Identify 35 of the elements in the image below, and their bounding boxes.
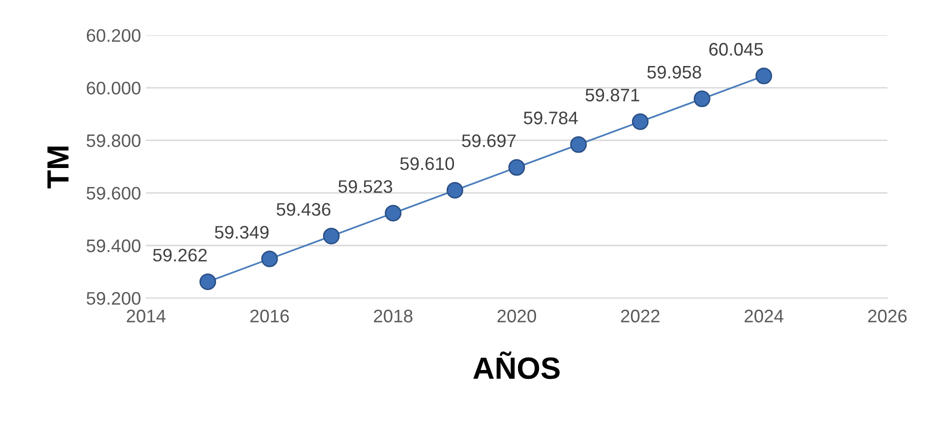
data-label: 59.262 xyxy=(153,248,207,262)
x-tick-label: 2024 xyxy=(744,310,784,322)
point xyxy=(199,273,216,290)
x-tick-label: 2022 xyxy=(621,310,660,322)
x-tick-label: 2014 xyxy=(126,310,166,322)
data-label: 59.784 xyxy=(524,112,578,124)
x-axis-title: AÑOS xyxy=(473,352,560,380)
point xyxy=(323,228,340,244)
data-label: 59.610 xyxy=(400,157,454,170)
point xyxy=(261,250,278,268)
y-tick-label: 60.200 xyxy=(86,29,140,42)
data-label: 59.523 xyxy=(338,180,392,193)
y-tick-label: 59.400 xyxy=(86,239,140,252)
x-tick-label: 2016 xyxy=(250,310,289,322)
data-label: 59.871 xyxy=(586,88,640,102)
point xyxy=(508,159,526,176)
y-tick-label: 60.000 xyxy=(86,82,140,94)
y-axis-title: TM xyxy=(47,146,68,188)
point xyxy=(446,182,464,199)
point xyxy=(384,204,402,222)
data-label: 60.045 xyxy=(709,42,763,56)
data-label: 59.958 xyxy=(647,66,702,79)
point xyxy=(632,113,649,130)
x-tick-label: 2026 xyxy=(868,310,907,322)
data-label: 59.349 xyxy=(214,226,269,239)
y-tick-label: 59.800 xyxy=(86,134,140,148)
x-tick-label: 2018 xyxy=(374,310,412,322)
x-tick-label: 2020 xyxy=(498,310,536,322)
data-label: 59.436 xyxy=(276,203,330,216)
point xyxy=(755,68,772,84)
point xyxy=(570,136,587,153)
data-label: 59.697 xyxy=(462,134,516,148)
y-tick-label: 59.600 xyxy=(86,186,140,200)
y-tick-label: 59.200 xyxy=(86,292,140,305)
point xyxy=(694,90,710,108)
